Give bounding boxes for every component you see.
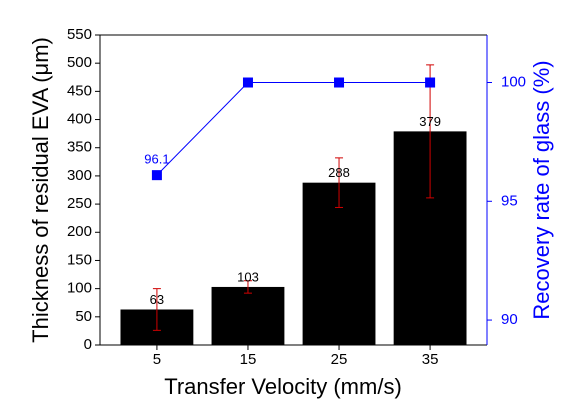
y-axis-title: Thickness of residual EVA (μm) xyxy=(28,37,53,343)
y-tick-label: 400 xyxy=(67,111,92,128)
data-label: 63 xyxy=(150,292,164,307)
y2-tick-label: 100 xyxy=(501,73,526,90)
data-label: 96.1 xyxy=(144,152,169,167)
x-axis-title: Transfer Velocity (mm/s) xyxy=(164,374,402,399)
y-tick-label: 200 xyxy=(67,223,92,240)
series-line xyxy=(156,82,431,176)
y-tick-label: 250 xyxy=(67,195,92,212)
y-tick-label: 50 xyxy=(75,308,92,325)
bar xyxy=(211,286,285,345)
bar xyxy=(302,182,376,345)
x-tick-label: 25 xyxy=(331,351,348,368)
data-label: 379 xyxy=(419,114,441,129)
y-tick-label: 100 xyxy=(67,280,92,297)
data-label: 288 xyxy=(328,165,350,180)
y2-tick-label: 95 xyxy=(501,192,518,209)
y2-axis-title: Recovery rate of glass (%) xyxy=(529,60,554,319)
y-tick-label: 350 xyxy=(67,139,92,156)
y-tick-label: 0 xyxy=(84,336,92,353)
marker xyxy=(425,77,436,88)
marker xyxy=(242,77,253,88)
marker xyxy=(334,77,345,88)
data-label: 103 xyxy=(237,269,259,284)
x-tick-label: 15 xyxy=(240,351,257,368)
y2-tick-label: 90 xyxy=(501,311,518,328)
y-tick-label: 450 xyxy=(67,82,92,99)
y-tick-label: 150 xyxy=(67,251,92,268)
x-tick-label: 35 xyxy=(422,351,439,368)
y-tick-label: 550 xyxy=(67,26,92,43)
marker xyxy=(151,170,162,181)
x-tick-label: 5 xyxy=(153,351,161,368)
y-tick-label: 300 xyxy=(67,167,92,184)
y-tick-label: 500 xyxy=(67,54,92,71)
